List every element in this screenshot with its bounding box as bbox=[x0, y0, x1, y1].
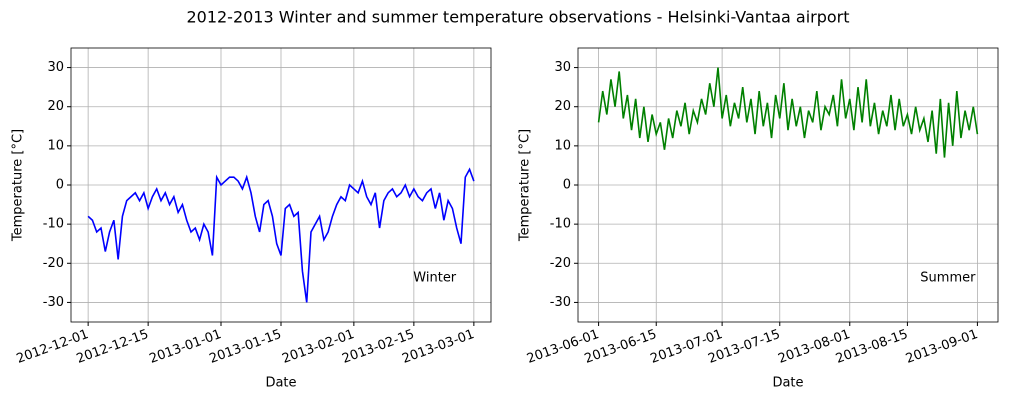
x-tick-label: 2013-09-01 bbox=[904, 327, 980, 367]
x-axis-label: Date bbox=[772, 376, 803, 391]
annotation: Winter bbox=[413, 271, 457, 286]
y-tick-label: -30 bbox=[43, 295, 64, 310]
y-tick-label: 30 bbox=[47, 60, 64, 75]
y-axis-label: Temperature [°C] bbox=[11, 129, 26, 242]
data-line bbox=[597, 67, 979, 158]
y-tick-label: 0 bbox=[563, 178, 571, 193]
y-tick-label: 0 bbox=[56, 178, 64, 193]
data-line bbox=[87, 167, 475, 303]
x-axis-label: Date bbox=[265, 376, 296, 391]
plot-frame bbox=[577, 47, 999, 323]
y-tick-label: -20 bbox=[43, 256, 64, 271]
y-tick-label: 20 bbox=[47, 99, 64, 114]
y-tick-label: -30 bbox=[550, 295, 571, 310]
annotation: Summer bbox=[920, 271, 976, 286]
y-tick-label: -10 bbox=[43, 217, 64, 232]
y-tick-label: -10 bbox=[550, 217, 571, 232]
y-tick-label: 20 bbox=[554, 99, 571, 114]
y-tick-label: 10 bbox=[47, 138, 64, 153]
figure-title: 2012-2013 Winter and summer temperature … bbox=[186, 8, 849, 27]
plot-frame bbox=[70, 47, 492, 323]
y-tick-label: 30 bbox=[554, 60, 571, 75]
y-tick-label: 10 bbox=[554, 138, 571, 153]
y-axis-label: Temperature [°C] bbox=[518, 129, 533, 242]
y-tick-label: -20 bbox=[550, 256, 571, 271]
